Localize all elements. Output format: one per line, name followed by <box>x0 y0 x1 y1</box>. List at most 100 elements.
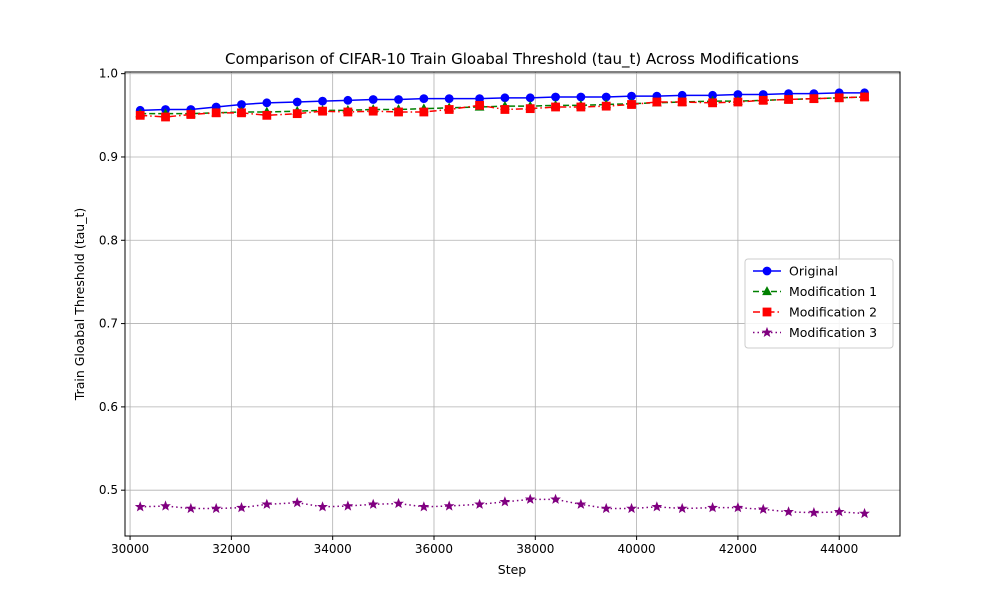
data-point <box>576 92 586 102</box>
data-point <box>500 105 510 114</box>
grid <box>125 72 900 536</box>
legend-item: Original <box>753 264 838 279</box>
x-axis: 30000 32000 34000 36000 38000 40000 42000 44000 <box>111 536 858 556</box>
legend-box <box>744 258 894 349</box>
data-point <box>652 97 662 107</box>
data-point <box>860 92 869 102</box>
data-point <box>784 95 793 104</box>
x-tick-label: 32000 <box>212 542 250 556</box>
y-tick-label: 0.7 <box>99 317 118 331</box>
y-tick-label: 0.8 <box>99 233 118 247</box>
data-point <box>368 95 378 104</box>
data-point <box>368 106 378 116</box>
data-point <box>211 108 221 118</box>
data-point <box>757 503 769 514</box>
legend-marker <box>761 326 773 338</box>
data-point <box>626 502 637 514</box>
x-axis-label: Step <box>498 562 527 577</box>
data-point <box>236 502 247 513</box>
legend-marker <box>762 307 772 317</box>
data-point <box>134 501 146 512</box>
data-point <box>833 506 845 517</box>
data-point <box>343 107 353 117</box>
data-point <box>576 102 586 112</box>
data-point <box>292 109 302 119</box>
data-point <box>551 102 560 112</box>
data-point <box>160 500 171 511</box>
legend-item: Modification 3 <box>753 325 877 340</box>
data-point <box>262 110 272 120</box>
legend-item: Modification 1 <box>753 284 877 299</box>
data-point <box>292 97 302 107</box>
data-point <box>758 95 768 105</box>
y-tick-label: 0.9 <box>99 150 118 164</box>
x-tick-label: 34000 <box>314 542 352 556</box>
data-point <box>525 104 535 114</box>
data-point <box>500 93 510 103</box>
y-axis-label: Train Gloabal Threshold (tau_t) <box>72 208 87 401</box>
data-point <box>394 107 403 117</box>
y-tick-label: 1.0 <box>99 67 118 81</box>
x-tick-label: 44000 <box>820 542 858 556</box>
data-point <box>444 94 454 104</box>
data-point <box>210 502 222 514</box>
legend-item: Modification 2 <box>753 305 877 320</box>
y-axis: 0.5 0.6 0.7 0.8 0.9 1.0 <box>99 67 125 497</box>
data-point <box>317 501 328 512</box>
data-point <box>783 506 794 517</box>
x-tick-label: 42000 <box>719 542 757 556</box>
data-point <box>859 507 870 519</box>
data-point <box>627 100 636 109</box>
data-point <box>551 92 560 102</box>
data-point <box>318 96 327 106</box>
data-point <box>186 110 196 119</box>
x-tick-label: 30000 <box>111 542 149 556</box>
chart-title: Comparison of CIFAR-10 Train Gloabal Thr… <box>225 50 799 69</box>
y-tick-label: 0.6 <box>99 400 118 414</box>
data-point <box>732 502 744 513</box>
data-point <box>262 98 272 108</box>
data-point <box>676 502 688 514</box>
x-tick-label: 40000 <box>618 542 656 556</box>
x-tick-label: 38000 <box>516 542 554 556</box>
data-point <box>651 501 663 512</box>
data-point <box>474 498 485 509</box>
series-4 <box>134 493 870 519</box>
series-3 <box>135 92 869 122</box>
series-layer <box>134 88 870 519</box>
data-point <box>367 498 379 509</box>
data-point <box>600 502 612 514</box>
legend-label: Modification 2 <box>789 305 877 320</box>
legend: Original Modification 1 Modification 2 Modi… <box>744 258 894 349</box>
legend-label: Original <box>789 264 838 279</box>
data-point <box>185 502 197 514</box>
data-point <box>808 507 820 518</box>
data-point <box>707 502 718 513</box>
data-point <box>393 497 404 509</box>
data-point <box>809 94 819 104</box>
data-point <box>443 500 455 511</box>
data-point <box>708 98 717 108</box>
y-tick-label: 0.5 <box>99 483 118 497</box>
data-point <box>135 110 145 120</box>
legend-marker <box>762 286 772 296</box>
data-point <box>475 100 484 110</box>
data-point <box>237 108 246 118</box>
data-point <box>601 101 611 111</box>
data-point <box>261 498 273 509</box>
data-point <box>291 497 303 508</box>
data-point <box>342 500 354 511</box>
legend-marker <box>762 266 772 276</box>
data-point <box>418 501 430 512</box>
data-point <box>444 105 454 114</box>
data-point <box>394 95 403 104</box>
data-point <box>161 112 170 122</box>
legend-label: Modification 1 <box>789 284 877 299</box>
data-point <box>525 93 535 103</box>
legend-label: Modification 3 <box>789 325 877 340</box>
data-point <box>318 106 327 116</box>
data-point <box>419 94 429 104</box>
x-tick-label: 36000 <box>415 542 453 556</box>
data-point <box>575 498 587 509</box>
